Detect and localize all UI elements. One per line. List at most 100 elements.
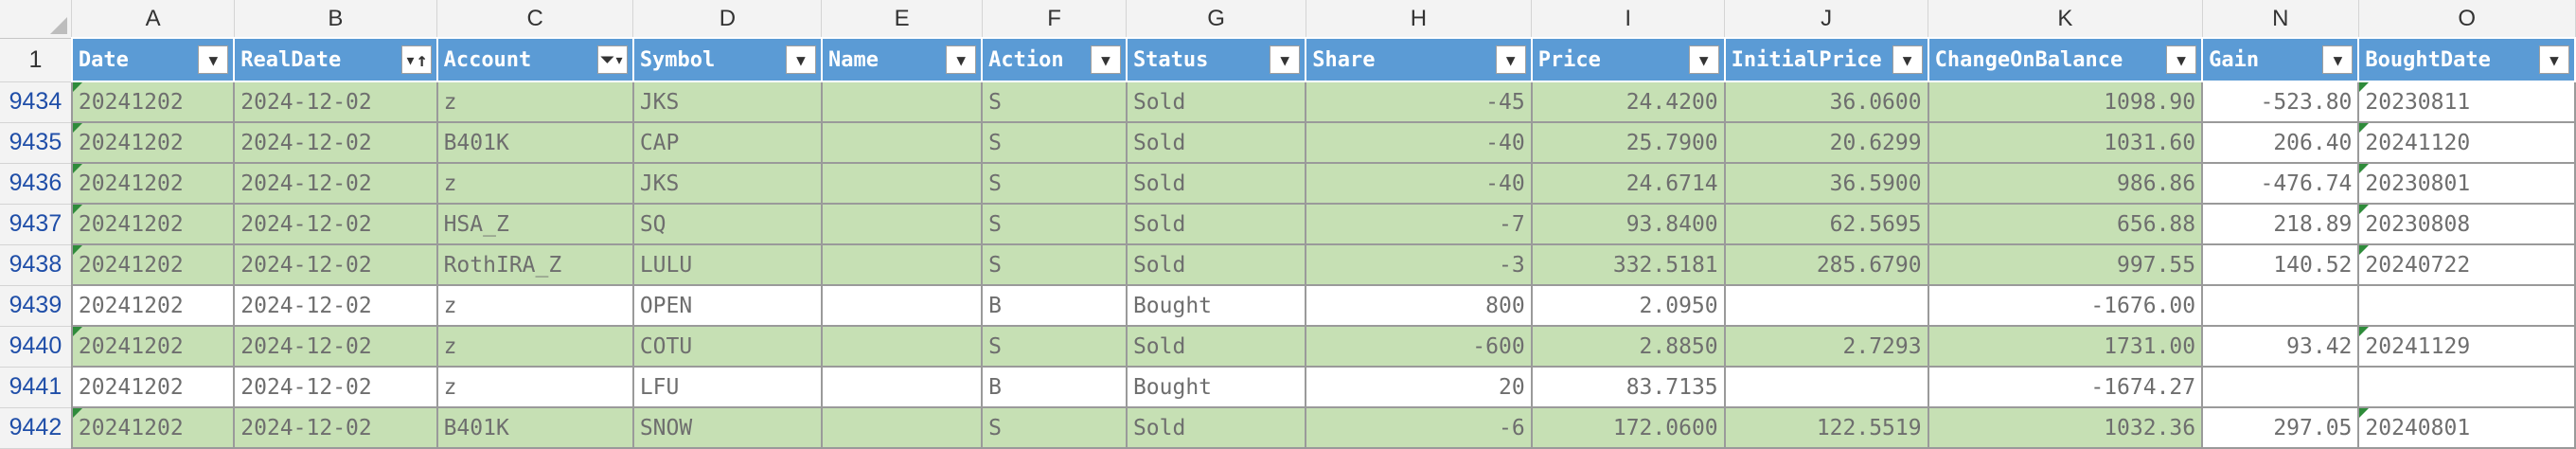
- cell-initialprice[interactable]: 20.6299: [1723, 121, 1929, 164]
- cell-share[interactable]: -40: [1305, 121, 1533, 164]
- cell-changeonbalance[interactable]: 997.55: [1927, 243, 2204, 286]
- cell-date[interactable]: 20241202: [70, 366, 236, 408]
- cell-date[interactable]: 20241202: [70, 203, 236, 245]
- cell-realdate[interactable]: 2024-12-02: [233, 243, 438, 286]
- cell-price[interactable]: 24.4200: [1530, 81, 1726, 123]
- cell-boughtdate[interactable]: 20230808: [2357, 203, 2576, 245]
- cell-action[interactable]: S: [981, 81, 1128, 123]
- column-header-n[interactable]: N: [2202, 0, 2359, 39]
- column-header-i[interactable]: I: [1531, 0, 1726, 39]
- cell-changeonbalance[interactable]: 1731.00: [1927, 325, 2204, 368]
- sort-dropdown-icon[interactable]: ▾↑: [400, 45, 432, 74]
- cell-gain[interactable]: 93.42: [2201, 325, 2360, 368]
- cell-action[interactable]: B: [981, 366, 1128, 408]
- filter-dropdown-button[interactable]: ▼: [1090, 45, 1121, 74]
- field-header-boughtdate[interactable]: BoughtDate ▼: [2357, 37, 2576, 82]
- cell-realdate[interactable]: 2024-12-02: [233, 81, 438, 123]
- column-header-c[interactable]: C: [436, 0, 634, 39]
- cell-account[interactable]: z: [435, 81, 634, 123]
- cell-realdate[interactable]: 2024-12-02: [233, 366, 438, 408]
- cell-initialprice[interactable]: 285.6790: [1723, 243, 1929, 286]
- row-header[interactable]: 9439: [0, 285, 73, 327]
- cell-price[interactable]: 24.6714: [1530, 162, 1726, 205]
- cell-gain[interactable]: 140.52: [2201, 243, 2360, 286]
- cell-name[interactable]: [820, 162, 984, 205]
- cell-date[interactable]: 20241202: [70, 121, 236, 164]
- cell-account[interactable]: RothIRA_Z: [435, 243, 634, 286]
- cell-changeonbalance[interactable]: 656.88: [1927, 203, 2204, 245]
- row-header[interactable]: 9436: [0, 163, 73, 205]
- cell-symbol[interactable]: LFU: [631, 366, 823, 408]
- filter-dropdown-button[interactable]: ▼: [1892, 45, 1923, 74]
- cell-date[interactable]: 20241202: [70, 406, 236, 449]
- cell-share[interactable]: -40: [1305, 162, 1533, 205]
- cell-share[interactable]: -7: [1305, 203, 1533, 245]
- filter-dropdown-button[interactable]: ▼: [946, 45, 977, 74]
- cell-initialprice[interactable]: [1723, 284, 1929, 327]
- cell-name[interactable]: [820, 366, 984, 408]
- cell-price[interactable]: 25.7900: [1530, 121, 1726, 164]
- cell-changeonbalance[interactable]: -1676.00: [1927, 284, 2204, 327]
- cell-share[interactable]: -3: [1305, 243, 1533, 286]
- row-header[interactable]: 9440: [0, 326, 73, 368]
- cell-date[interactable]: 20241202: [70, 325, 236, 368]
- cell-gain[interactable]: -476.74: [2201, 162, 2360, 205]
- cell-price[interactable]: 2.8850: [1530, 325, 1726, 368]
- filter-dropdown-button[interactable]: ▼: [198, 45, 229, 74]
- row-header[interactable]: 9438: [0, 244, 73, 286]
- cell-initialprice[interactable]: 62.5695: [1723, 203, 1929, 245]
- field-header-price[interactable]: Price ▼: [1530, 37, 1726, 82]
- cell-date[interactable]: 20241202: [70, 81, 236, 123]
- cell-price[interactable]: 2.0950: [1530, 284, 1726, 327]
- cell-share[interactable]: 20: [1305, 366, 1533, 408]
- cell-changeonbalance[interactable]: 1032.36: [1927, 406, 2204, 449]
- filter-dropdown-button[interactable]: ▼: [1495, 45, 1526, 74]
- row-header[interactable]: 9437: [0, 204, 73, 245]
- column-header-j[interactable]: J: [1724, 0, 1929, 39]
- row-header[interactable]: 9434: [0, 81, 73, 123]
- cell-status[interactable]: Bought: [1125, 366, 1307, 408]
- cell-status[interactable]: Sold: [1125, 243, 1307, 286]
- column-header-h[interactable]: H: [1306, 0, 1533, 39]
- column-header-a[interactable]: A: [71, 0, 235, 39]
- field-header-date[interactable]: Date ▼: [70, 37, 236, 82]
- field-header-symbol[interactable]: Symbol ▼: [631, 37, 823, 82]
- cell-date[interactable]: 20241202: [70, 243, 236, 286]
- column-header-o[interactable]: O: [2358, 0, 2576, 39]
- field-header-action[interactable]: Action ▼: [981, 37, 1128, 82]
- cell-symbol[interactable]: SNOW: [631, 406, 823, 449]
- cell-boughtdate[interactable]: [2357, 366, 2576, 408]
- cell-initialprice[interactable]: 36.5900: [1723, 162, 1929, 205]
- cell-action[interactable]: S: [981, 203, 1128, 245]
- cell-account[interactable]: z: [435, 325, 634, 368]
- row-header[interactable]: 9442: [0, 407, 73, 449]
- field-header-account[interactable]: Account ⏷▾: [435, 37, 634, 82]
- cell-changeonbalance[interactable]: -1674.27: [1927, 366, 2204, 408]
- cell-symbol[interactable]: LULU: [631, 243, 823, 286]
- cell-realdate[interactable]: 2024-12-02: [233, 406, 438, 449]
- cell-status[interactable]: Sold: [1125, 406, 1307, 449]
- column-header-d[interactable]: D: [632, 0, 823, 39]
- filter-dropdown-icon[interactable]: ⏷▾: [596, 45, 628, 74]
- cell-price[interactable]: 332.5181: [1530, 243, 1726, 286]
- cell-initialprice[interactable]: [1723, 366, 1929, 408]
- cell-symbol[interactable]: JKS: [631, 81, 823, 123]
- cell-action[interactable]: S: [981, 243, 1128, 286]
- cell-boughtdate[interactable]: 20241129: [2357, 325, 2576, 368]
- cell-share[interactable]: -45: [1305, 81, 1533, 123]
- cell-gain[interactable]: [2201, 284, 2360, 327]
- cell-gain[interactable]: 206.40: [2201, 121, 2360, 164]
- cell-symbol[interactable]: COTU: [631, 325, 823, 368]
- cell-symbol[interactable]: JKS: [631, 162, 823, 205]
- cell-price[interactable]: 172.0600: [1530, 406, 1726, 449]
- field-header-share[interactable]: Share ▼: [1305, 37, 1533, 82]
- cell-account[interactable]: HSA_Z: [435, 203, 634, 245]
- cell-boughtdate[interactable]: 20230811: [2357, 81, 2576, 123]
- cell-name[interactable]: [820, 81, 984, 123]
- cell-changeonbalance[interactable]: 986.86: [1927, 162, 2204, 205]
- cell-status[interactable]: Sold: [1125, 81, 1307, 123]
- column-header-k[interactable]: K: [1928, 0, 2203, 39]
- cell-symbol[interactable]: OPEN: [631, 284, 823, 327]
- cell-action[interactable]: S: [981, 406, 1128, 449]
- cell-account[interactable]: z: [435, 366, 634, 408]
